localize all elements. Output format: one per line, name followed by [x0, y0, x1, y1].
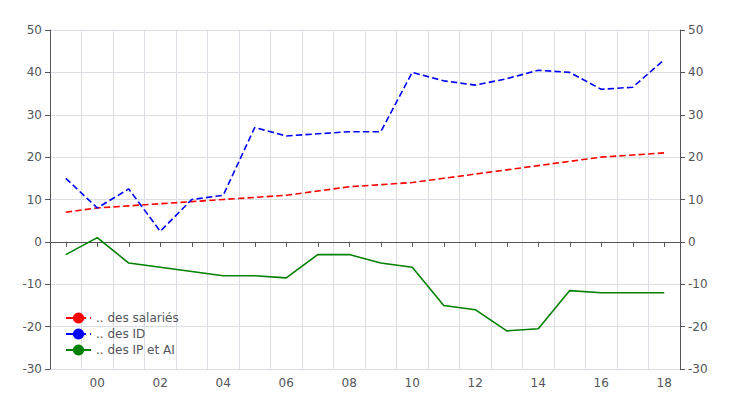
svg-text:0: 0 [688, 235, 696, 249]
svg-text:20: 20 [27, 150, 42, 164]
svg-text:-30: -30 [688, 362, 708, 376]
svg-text:.. des ID: .. des ID [96, 327, 145, 341]
svg-text:16: 16 [594, 376, 609, 390]
svg-text:-10: -10 [688, 277, 708, 291]
svg-text:10: 10 [27, 193, 42, 207]
svg-text:14: 14 [531, 376, 546, 390]
svg-text:00: 00 [90, 376, 105, 390]
svg-text:0: 0 [34, 235, 42, 249]
svg-text:-10: -10 [22, 277, 42, 291]
svg-text:30: 30 [27, 108, 42, 122]
svg-text:30: 30 [688, 108, 703, 122]
svg-text:40: 40 [27, 65, 42, 79]
svg-text:50: 50 [27, 23, 42, 37]
svg-text:02: 02 [153, 376, 168, 390]
svg-text:18: 18 [657, 376, 672, 390]
svg-text:-20: -20 [688, 320, 708, 334]
svg-text:-20: -20 [22, 320, 42, 334]
svg-text:-30: -30 [22, 362, 42, 376]
svg-text:06: 06 [279, 376, 294, 390]
svg-text:40: 40 [688, 65, 703, 79]
svg-text:10: 10 [688, 193, 703, 207]
svg-text:.. des salariés: .. des salariés [96, 311, 179, 325]
svg-text:.. des IP et AI: .. des IP et AI [96, 343, 175, 357]
svg-text:10: 10 [405, 376, 420, 390]
svg-text:08: 08 [342, 376, 357, 390]
svg-text:50: 50 [688, 23, 703, 37]
svg-text:20: 20 [688, 150, 703, 164]
svg-text:12: 12 [468, 376, 483, 390]
svg-text:04: 04 [216, 376, 231, 390]
